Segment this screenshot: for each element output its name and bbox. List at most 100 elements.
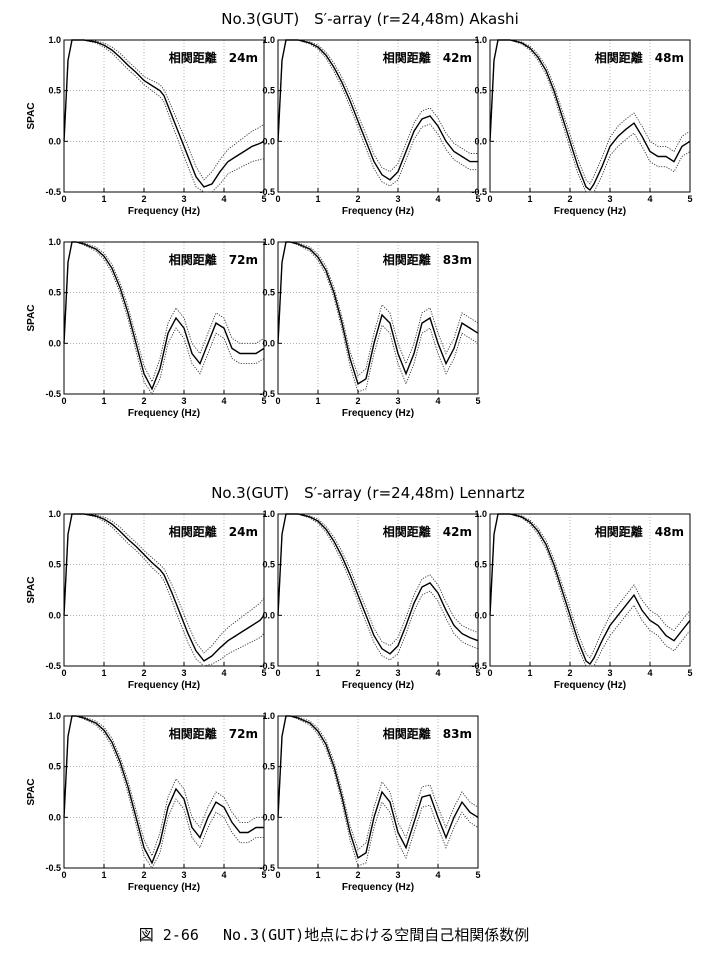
x-tick-label: 2 — [567, 668, 572, 678]
x-tick-label: 3 — [395, 668, 400, 678]
x-tick-label: 5 — [261, 396, 266, 406]
y-tick-label: -0.5 — [259, 389, 275, 399]
section-title-lennartz: No.3(GUT) S′-array (r=24,48m) Lennartz — [211, 484, 525, 502]
x-tick-label: 4 — [435, 396, 440, 406]
upper-bound-line — [63, 241, 265, 383]
plot-frame — [63, 241, 265, 395]
lower-bound-line — [277, 715, 479, 867]
chart-group-lennartz: 0 1 2 3 4 5 1.0 0.5 0.0 -0.5 Frequency (Hz) SPAC 相関距… — [26, 509, 693, 893]
x-tick-label: 5 — [687, 194, 692, 204]
y-tick-label: 0.5 — [262, 762, 275, 772]
plot-frame — [63, 39, 265, 193]
y-tick-label: -0.5 — [45, 389, 61, 399]
x-tick-label: 5 — [475, 396, 480, 406]
x-tick-label: 1 — [527, 194, 532, 204]
mean-spac-line — [489, 513, 691, 666]
panel-label: 相関距離 72m — [169, 726, 258, 741]
x-tick-label: 2 — [355, 194, 360, 204]
chart-panel: 0 1 2 3 4 5 1.0 0.5 0.0 -0.5 Frequency (Hz) SPAC 相関距… — [26, 509, 267, 691]
x-tick-label: 4 — [221, 870, 226, 880]
panel-label: 相関距離 48m — [595, 524, 684, 539]
chart-panel: 0 1 2 3 4 5 1.0 0.5 0.0 -0.5 Frequency (Hz) 相関距離 48… — [471, 35, 692, 217]
x-tick-label: 1 — [527, 668, 532, 678]
x-axis-label: Frequency (Hz) — [342, 882, 414, 893]
chart-panel: 0 1 2 3 4 5 1.0 0.5 0.0 -0.5 Frequency (Hz) 相関距離 42… — [259, 509, 480, 691]
x-tick-label: 3 — [395, 870, 400, 880]
upper-bound-line — [277, 241, 479, 377]
y-tick-label: -0.5 — [45, 187, 61, 197]
mean-spac-line — [277, 241, 479, 385]
x-tick-label: 0 — [275, 396, 280, 406]
y-tick-label: 1.0 — [262, 237, 275, 247]
x-tick-label: 3 — [181, 194, 186, 204]
x-tick-label: 0 — [61, 870, 66, 880]
y-tick-label: 0.0 — [48, 136, 61, 146]
y-tick-label: 0.0 — [262, 136, 275, 146]
y-tick-label: 1.0 — [262, 35, 275, 45]
x-tick-label: 4 — [435, 668, 440, 678]
x-axis-label: Frequency (Hz) — [128, 408, 200, 419]
x-tick-label: 5 — [687, 668, 692, 678]
panel-label: 相関距離 42m — [383, 524, 472, 539]
x-tick-label: 0 — [487, 668, 492, 678]
x-tick-label: 1 — [315, 870, 320, 880]
y-tick-label: 0.0 — [474, 136, 487, 146]
x-tick-label: 2 — [141, 668, 146, 678]
panel-label: 相関距離 48m — [595, 50, 684, 65]
y-tick-label: -0.5 — [259, 863, 275, 873]
chart-panel: 0 1 2 3 4 5 1.0 0.5 0.0 -0.5 Frequency (Hz) 相関距離 48… — [471, 509, 692, 691]
x-tick-label: 2 — [141, 870, 146, 880]
x-tick-label: 4 — [435, 870, 440, 880]
y-tick-label: 0.0 — [262, 610, 275, 620]
y-tick-label: 0.5 — [48, 762, 61, 772]
y-tick-label: 1.0 — [48, 509, 61, 519]
x-tick-label: 1 — [315, 396, 320, 406]
x-tick-label: 0 — [275, 668, 280, 678]
y-tick-label: 0.0 — [48, 338, 61, 348]
mean-spac-line — [277, 39, 478, 181]
x-tick-label: 3 — [181, 668, 186, 678]
chart-panel: 0 1 2 3 4 5 1.0 0.5 0.0 -0.5 Frequency (Hz) 相関距離 42… — [259, 35, 480, 217]
y-tick-label: 0.0 — [262, 812, 275, 822]
x-tick-label: 0 — [487, 194, 492, 204]
x-tick-label: 5 — [475, 870, 480, 880]
y-tick-label: 0.0 — [262, 338, 275, 348]
x-tick-label: 0 — [61, 396, 66, 406]
x-tick-label: 4 — [647, 668, 652, 678]
x-tick-label: 4 — [221, 194, 226, 204]
x-tick-label: 2 — [355, 668, 360, 678]
x-tick-label: 5 — [475, 668, 480, 678]
x-tick-label: 0 — [275, 194, 280, 204]
y-tick-label: 0.0 — [48, 610, 61, 620]
y-tick-label: 1.0 — [48, 711, 61, 721]
x-tick-label: 3 — [395, 396, 400, 406]
x-tick-label: 0 — [275, 870, 280, 880]
x-tick-label: 3 — [181, 870, 186, 880]
y-tick-label: 0.5 — [474, 86, 487, 96]
y-tick-label: -0.5 — [259, 661, 275, 671]
x-tick-label: 1 — [101, 194, 106, 204]
x-tick-label: 5 — [261, 668, 266, 678]
plot-frame — [277, 39, 479, 193]
chart-panel: 0 1 2 3 4 5 1.0 0.5 0.0 -0.5 Frequency (Hz) 相関距離 83… — [259, 711, 480, 893]
y-tick-label: 0.0 — [48, 812, 61, 822]
y-tick-label: -0.5 — [45, 661, 61, 671]
x-axis-label: Frequency (Hz) — [128, 680, 200, 691]
x-tick-label: 1 — [101, 668, 106, 678]
y-tick-label: -0.5 — [471, 661, 487, 671]
x-tick-label: 1 — [101, 870, 106, 880]
x-tick-label: 1 — [101, 396, 106, 406]
x-tick-label: 3 — [395, 194, 400, 204]
y-axis-label: SPAC — [26, 778, 37, 805]
panel-label: 相関距離 72m — [169, 252, 258, 267]
x-axis-label: Frequency (Hz) — [342, 680, 414, 691]
x-axis-label: Frequency (Hz) — [342, 408, 414, 419]
y-tick-label: -0.5 — [45, 863, 61, 873]
x-tick-label: 4 — [221, 396, 226, 406]
plot-frame — [277, 241, 479, 395]
y-tick-label: 1.0 — [474, 509, 487, 519]
upper-bound-line — [277, 715, 479, 851]
upper-bound-line — [63, 715, 264, 857]
y-tick-label: 1.0 — [48, 237, 61, 247]
x-tick-label: 3 — [607, 194, 612, 204]
